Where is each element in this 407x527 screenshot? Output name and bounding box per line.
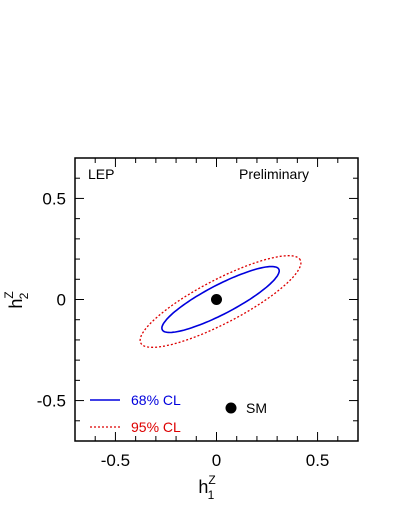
legend-label-95: 95% CL <box>131 419 181 435</box>
x-tick-label: 0 <box>212 451 221 470</box>
points <box>211 294 222 305</box>
y-tick-label: 0 <box>57 291 66 310</box>
y-tick-label: -0.5 <box>37 392 66 411</box>
contour-68 <box>161 265 281 334</box>
legend-sm-label: SM <box>246 400 267 416</box>
legend-sm-marker <box>225 402 237 414</box>
legend: 68% CL 95% CL SM <box>90 392 267 435</box>
legend-label-68: 68% CL <box>131 392 181 408</box>
x-tick-label: 0.5 <box>306 451 330 470</box>
tick-labels: -0.5 0 0.5 0.5 0 -0.5 <box>37 189 330 470</box>
corner-label-left: LEP <box>88 166 114 182</box>
x-tick-label: -0.5 <box>101 451 130 470</box>
corner-label-right: Preliminary <box>239 166 309 182</box>
x-axis-label: hZ 1 <box>198 473 215 502</box>
contours <box>139 255 302 348</box>
y-tick-label: 0.5 <box>42 189 66 208</box>
contour-95 <box>139 255 302 348</box>
plot-frame <box>74 157 359 442</box>
sm-point <box>211 294 222 305</box>
axis-ticks <box>74 157 359 442</box>
y-axis-label: hZ2 <box>2 291 31 308</box>
